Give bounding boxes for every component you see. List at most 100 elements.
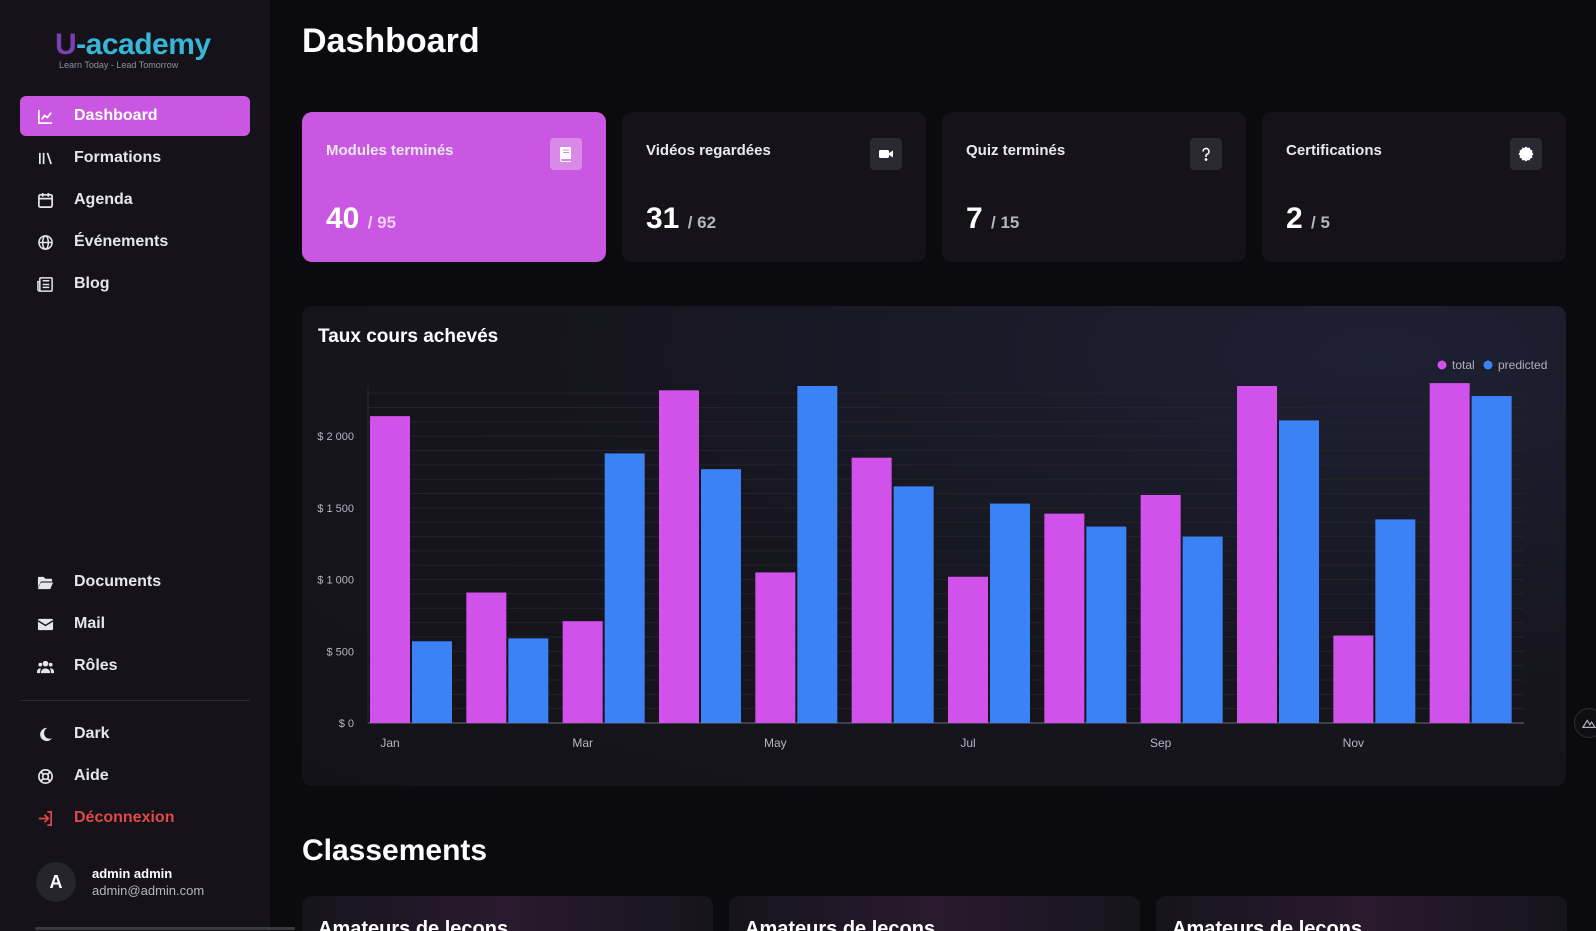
mountain-icon (1582, 719, 1596, 728)
logo[interactable]: U-academy Learn Today - Lead Tomorrow (55, 28, 225, 71)
globe-icon (36, 233, 54, 251)
moon-icon (36, 725, 54, 743)
stat-total: / 62 (687, 213, 717, 232)
sidebar-item-label: Blog (74, 275, 110, 292)
sidebar-item-label: Formations (74, 149, 162, 166)
sidebar-item-dashboard[interactable]: Dashboard (20, 96, 250, 136)
bar-total (755, 572, 796, 723)
chart-title: Taux cours achevés (318, 326, 499, 347)
legend-marker-predicted (1483, 360, 1493, 370)
stat-card-modules[interactable]: Modules terminés 40 / 95 (302, 112, 606, 262)
bar-predicted (797, 386, 838, 723)
rankings-title: Classements (302, 834, 488, 867)
rankings-row: Amateurs de leçons Amateurs de leçons Am… (302, 896, 1567, 931)
logo-wordmark: U-academy (55, 28, 211, 61)
sidebar: U-academy Learn Today - Lead Tomorrow Da… (0, 0, 295, 931)
stat-label: Certifications (1286, 142, 1382, 159)
legend-marker-total (1437, 360, 1447, 370)
main-nav: Dashboard Formations Agenda Événements B… (20, 96, 250, 306)
bar-predicted (508, 638, 549, 723)
bar-predicted (1375, 519, 1416, 723)
book-stack-icon (36, 149, 54, 167)
stat-value: 7 (966, 202, 983, 235)
sidebar-item-label: Agenda (74, 191, 133, 208)
bar-total (948, 576, 988, 723)
sidebar-divider (20, 700, 250, 701)
sidebar-item-agenda[interactable]: Agenda (20, 180, 250, 220)
secondary-nav: Documents Mail Rôles (20, 562, 250, 688)
ranking-card[interactable]: Amateurs de leçons (302, 896, 713, 931)
y-tick-label: $ 1 500 (317, 503, 354, 515)
chart-toggle-button[interactable] (1574, 708, 1596, 738)
sidebar-item-label: Déconnexion (74, 809, 175, 826)
sidebar-item-label: Événements (74, 233, 169, 250)
sidebar-scrollbar[interactable] (35, 927, 295, 930)
book-icon (550, 138, 582, 170)
user-profile[interactable]: A admin admin admin@admin.com (36, 862, 204, 902)
x-tick-label: Jul (960, 736, 975, 750)
chart-line-icon (36, 107, 54, 125)
stat-total: / 15 (991, 213, 1020, 232)
ranking-card[interactable]: Amateurs de leçons (729, 896, 1140, 931)
sidebar-item-dark[interactable]: Dark (20, 714, 250, 754)
badge-certificate-icon (1510, 138, 1542, 170)
envelope-icon (36, 615, 54, 633)
sidebar-item-label: Mail (74, 615, 106, 632)
sidebar-item-label: Dark (74, 725, 110, 742)
y-tick-label: $ 1 000 (317, 575, 354, 587)
sidebar-item-aide[interactable]: Aide (20, 756, 250, 796)
bar-predicted (701, 469, 741, 723)
y-tick-label: $ 0 (339, 718, 354, 730)
completion-bar-chart: $ 0 $ 500 $ 1 000 $ 1 500 $ 2 000 Jan Mar May Ju… (317, 358, 1547, 750)
stat-value: 31 (646, 202, 680, 235)
newspaper-icon (36, 275, 54, 293)
logo-tagline: Learn Today - Lead Tomorrow (59, 60, 179, 70)
settings-nav: Dark Aide Déconnexion (20, 714, 250, 840)
lifebuoy-icon (36, 767, 54, 785)
bar-predicted (1086, 526, 1127, 723)
avatar: A (36, 862, 76, 902)
sidebar-item-evenements[interactable]: Événements (20, 222, 250, 262)
legend-label-predicted: predicted (1498, 358, 1547, 372)
stat-card-certifications[interactable]: Certifications 2 / 5 (1262, 112, 1566, 262)
sidebar-item-logout[interactable]: Déconnexion (20, 798, 250, 838)
y-tick-label: $ 2 000 (317, 431, 354, 443)
sidebar-item-label: Dashboard (74, 107, 158, 124)
sidebar-item-label: Documents (74, 573, 162, 590)
bar-total (562, 621, 603, 723)
bar-total (659, 390, 699, 723)
question-icon (1190, 138, 1222, 170)
bar-predicted (412, 641, 452, 723)
ranking-card[interactable]: Amateurs de leçons (1156, 896, 1567, 931)
sidebar-item-roles[interactable]: Rôles (20, 646, 250, 686)
stat-label: Vidéos regardées (646, 142, 771, 159)
stat-total: / 5 (1311, 213, 1330, 232)
folder-open-icon (36, 573, 54, 591)
user-email: admin@admin.com (92, 883, 205, 898)
stats-row: Modules terminés 40 / 95 Vidéos regardée… (302, 112, 1566, 262)
sidebar-item-label: Rôles (74, 657, 118, 674)
bar-total (1333, 635, 1374, 723)
bar-total (1140, 494, 1181, 723)
x-tick-label: Nov (1343, 736, 1364, 750)
sidebar-item-blog[interactable]: Blog (20, 264, 250, 304)
sidebar-item-documents[interactable]: Documents (20, 562, 250, 602)
sidebar-item-mail[interactable]: Mail (20, 604, 250, 644)
bar-total (1429, 383, 1470, 723)
users-icon (36, 657, 54, 675)
bar-predicted (1471, 396, 1512, 723)
bar-predicted (1279, 420, 1319, 723)
stat-card-quiz[interactable]: Quiz terminés 7 / 15 (942, 112, 1246, 262)
stat-total: / 95 (367, 213, 397, 232)
stat-value: 40 (326, 202, 360, 235)
bar-total (1237, 386, 1277, 723)
bar-predicted (990, 503, 1030, 723)
stat-label: Quiz terminés (966, 142, 1066, 159)
stat-card-videos[interactable]: Vidéos regardées 31 / 62 (622, 112, 926, 262)
x-tick-label: Jan (380, 736, 399, 750)
x-tick-label: May (764, 736, 787, 750)
sidebar-item-formations[interactable]: Formations (20, 138, 250, 178)
page-title: Dashboard (302, 22, 480, 60)
bar-total (370, 416, 410, 723)
video-camera-icon (870, 138, 902, 170)
